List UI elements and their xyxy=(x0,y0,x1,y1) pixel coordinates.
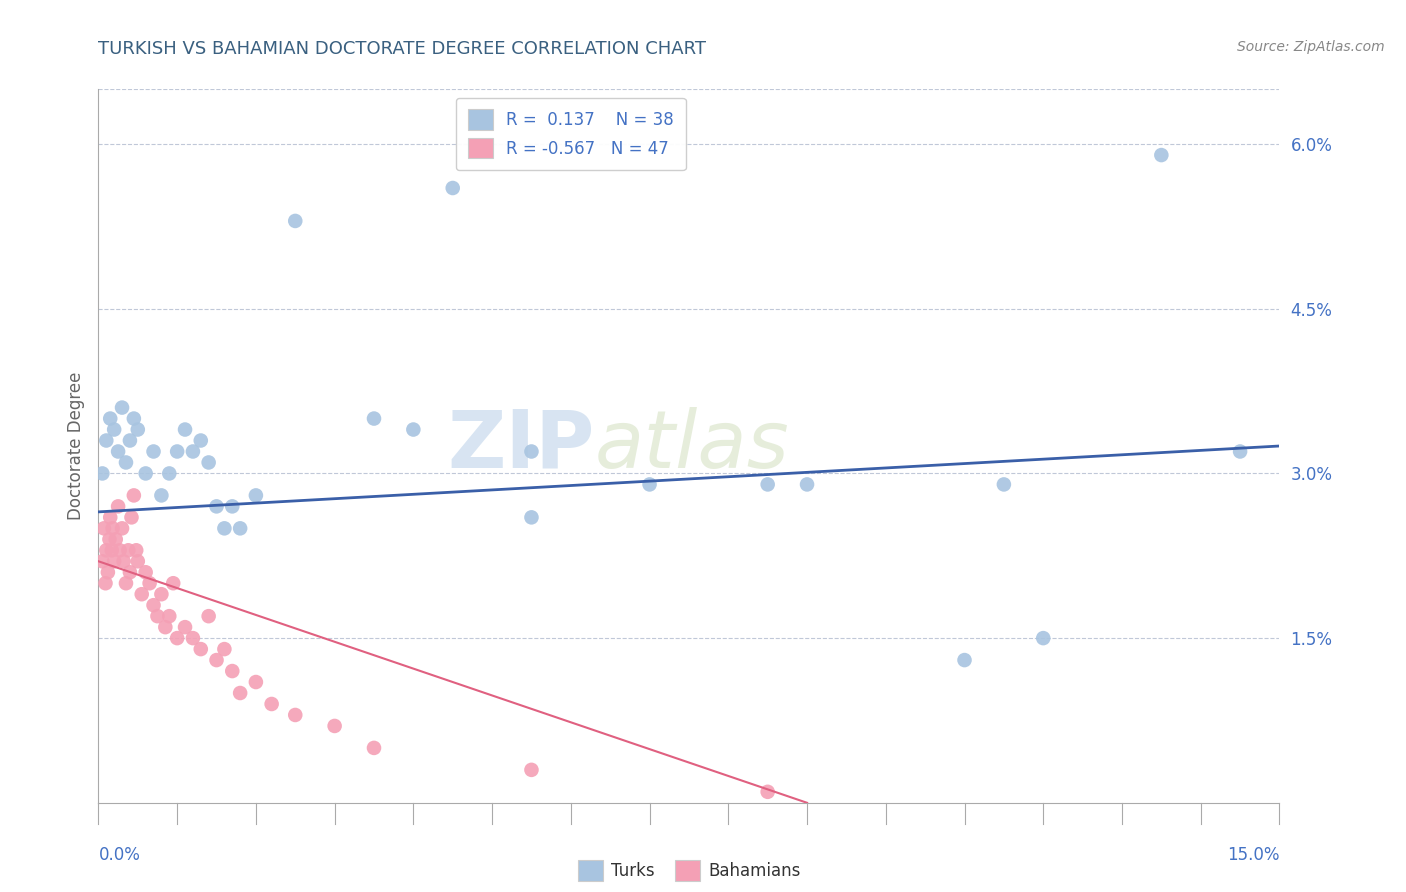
Point xyxy=(111,521,134,535)
Point xyxy=(98,411,121,425)
Point xyxy=(162,576,184,591)
Point xyxy=(138,576,160,591)
Point xyxy=(107,444,129,458)
Point xyxy=(94,576,117,591)
Point xyxy=(101,521,124,535)
Text: 0.0%: 0.0% xyxy=(98,846,141,863)
Point xyxy=(363,740,385,755)
Legend: Turks, Bahamians: Turks, Bahamians xyxy=(571,854,807,888)
Point xyxy=(638,477,661,491)
Point xyxy=(108,543,131,558)
Point xyxy=(115,576,138,591)
Point xyxy=(112,554,135,568)
Point xyxy=(111,401,134,415)
Point xyxy=(953,653,976,667)
Point xyxy=(441,181,464,195)
Point xyxy=(796,477,818,491)
Point xyxy=(157,467,180,481)
Point xyxy=(96,543,118,558)
Point xyxy=(221,664,243,678)
Point xyxy=(166,444,188,458)
Point xyxy=(157,609,180,624)
Point xyxy=(146,609,169,624)
Point xyxy=(284,214,307,228)
Point xyxy=(96,434,118,448)
Text: Source: ZipAtlas.com: Source: ZipAtlas.com xyxy=(1237,40,1385,54)
Point xyxy=(756,477,779,491)
Point xyxy=(756,785,779,799)
Point xyxy=(205,653,228,667)
Point xyxy=(118,434,141,448)
Point xyxy=(104,533,127,547)
Point xyxy=(131,587,153,601)
Point xyxy=(142,444,165,458)
Point xyxy=(260,697,283,711)
Point xyxy=(205,500,228,514)
Point xyxy=(190,642,212,657)
Point xyxy=(1032,631,1054,645)
Point xyxy=(245,488,267,502)
Point xyxy=(993,477,1015,491)
Point xyxy=(121,510,143,524)
Point xyxy=(1229,444,1251,458)
Point xyxy=(107,500,129,514)
Point xyxy=(150,587,173,601)
Point xyxy=(122,411,145,425)
Point xyxy=(135,566,157,580)
Point xyxy=(221,500,243,514)
Point xyxy=(98,533,121,547)
Point xyxy=(122,488,145,502)
Point xyxy=(103,554,125,568)
Point xyxy=(91,467,114,481)
Point xyxy=(229,686,252,700)
Y-axis label: Doctorate Degree: Doctorate Degree xyxy=(66,372,84,520)
Point xyxy=(166,631,188,645)
Text: atlas: atlas xyxy=(595,407,789,485)
Point xyxy=(181,631,204,645)
Point xyxy=(125,543,148,558)
Point xyxy=(127,423,149,437)
Point xyxy=(181,444,204,458)
Point xyxy=(98,510,121,524)
Point xyxy=(214,521,236,535)
Point xyxy=(402,423,425,437)
Point xyxy=(197,609,219,624)
Point xyxy=(214,642,236,657)
Point xyxy=(135,467,157,481)
Point xyxy=(174,423,197,437)
Point xyxy=(520,763,543,777)
Point xyxy=(520,444,543,458)
Point xyxy=(155,620,177,634)
Text: ZIP: ZIP xyxy=(447,407,595,485)
Point xyxy=(142,598,165,612)
Point xyxy=(363,411,385,425)
Point xyxy=(97,566,120,580)
Text: 15.0%: 15.0% xyxy=(1227,846,1279,863)
Point xyxy=(323,719,346,733)
Point xyxy=(117,543,139,558)
Point xyxy=(284,708,307,723)
Point xyxy=(1150,148,1173,162)
Point xyxy=(103,423,125,437)
Point xyxy=(118,566,141,580)
Point xyxy=(127,554,149,568)
Point xyxy=(101,543,124,558)
Point xyxy=(520,510,543,524)
Point xyxy=(93,521,115,535)
Text: TURKISH VS BAHAMIAN DOCTORATE DEGREE CORRELATION CHART: TURKISH VS BAHAMIAN DOCTORATE DEGREE COR… xyxy=(98,40,706,58)
Point xyxy=(150,488,173,502)
Point xyxy=(197,455,219,469)
Point xyxy=(190,434,212,448)
Point xyxy=(91,554,114,568)
Point xyxy=(229,521,252,535)
Point xyxy=(115,455,138,469)
Point xyxy=(245,675,267,690)
Point xyxy=(174,620,197,634)
